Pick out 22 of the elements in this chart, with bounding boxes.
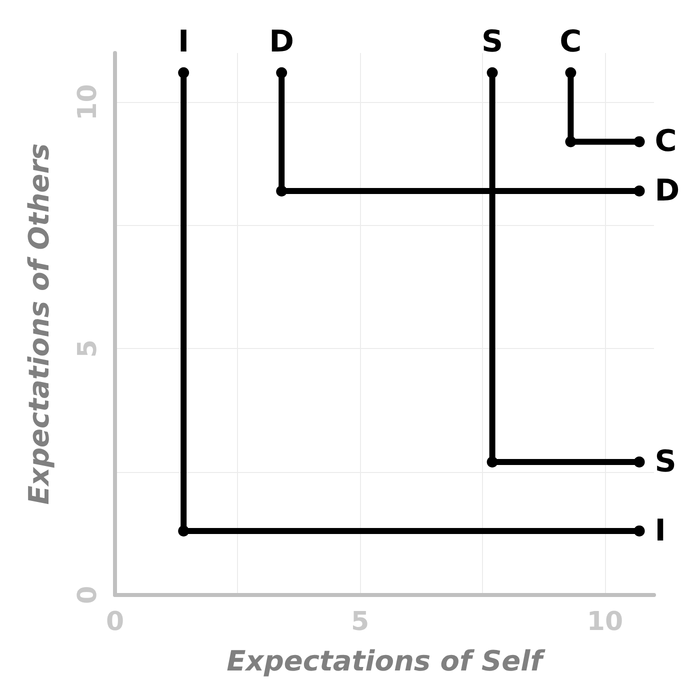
series-label: C xyxy=(654,124,677,160)
text: D xyxy=(269,24,294,60)
text: S xyxy=(481,24,504,60)
point xyxy=(634,185,645,196)
point xyxy=(486,67,498,78)
point xyxy=(634,136,645,148)
series-label: S xyxy=(654,444,676,480)
point xyxy=(276,67,288,78)
point xyxy=(634,525,645,536)
text: C xyxy=(560,24,582,60)
text: I xyxy=(654,513,666,548)
point xyxy=(486,456,498,468)
point xyxy=(178,525,190,536)
point xyxy=(634,456,645,468)
point xyxy=(565,136,576,148)
x-axis-title: Expectations of Self xyxy=(226,644,546,678)
y-axis-title: Expectations of Others xyxy=(22,143,56,505)
point xyxy=(178,67,190,78)
point xyxy=(276,185,288,196)
point xyxy=(565,67,576,78)
series-label: D xyxy=(654,173,680,208)
series-label: I xyxy=(178,24,190,60)
